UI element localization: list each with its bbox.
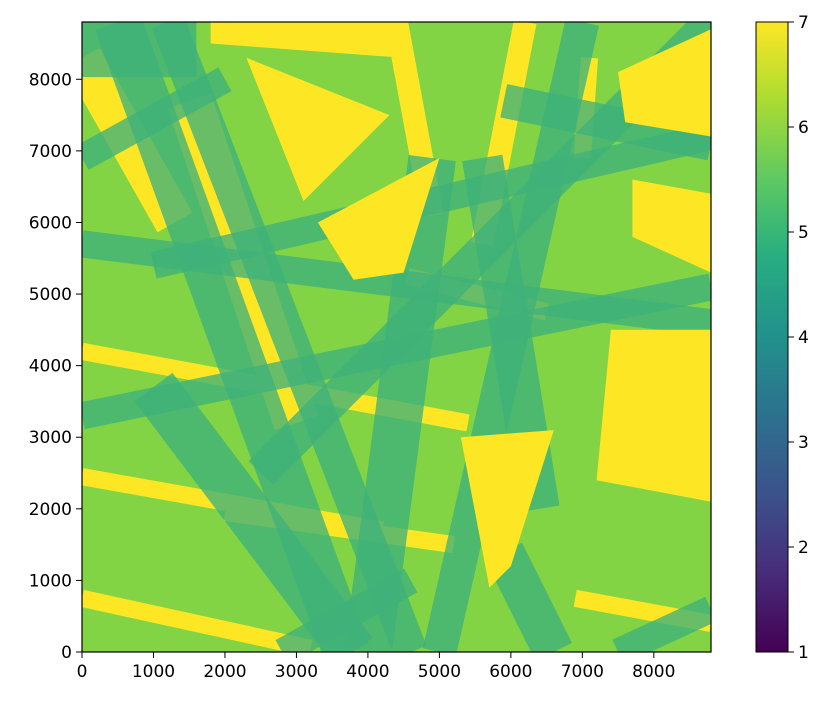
colorbar-tick-label: 7 xyxy=(798,13,809,33)
plot-area xyxy=(82,22,711,652)
x-tick-label: 3000 xyxy=(275,662,318,682)
heatmap-block xyxy=(596,329,711,502)
heatmap-block xyxy=(618,29,711,137)
x-tick-label: 0 xyxy=(77,662,88,682)
heatmap-band xyxy=(275,568,418,652)
colorbar-tick-label: 6 xyxy=(798,118,809,138)
y-tick-label: 8000 xyxy=(29,70,72,90)
heatmap-band xyxy=(82,67,232,170)
y-axis: 0 1000 2000 3000 4000 5000 6000 7000 8000 xyxy=(29,70,82,663)
heatmap-band xyxy=(134,372,373,652)
colorbar-tick-label: 4 xyxy=(798,328,809,348)
heatmap-block xyxy=(460,430,554,588)
y-tick-label: 6000 xyxy=(29,213,72,233)
heatmap-regions xyxy=(82,22,711,652)
x-tick-label: 5000 xyxy=(418,662,461,682)
y-tick-label: 1000 xyxy=(29,571,72,591)
y-tick-label: 7000 xyxy=(29,142,72,162)
colorbar-tick-label: 2 xyxy=(798,538,809,558)
plot-frame xyxy=(81,21,712,653)
heatmap-band xyxy=(82,589,313,652)
y-tick-label: 0 xyxy=(61,643,72,663)
y-tick-label: 3000 xyxy=(29,428,72,448)
x-tick-label: 7000 xyxy=(561,662,604,682)
colorbar: 1 2 3 4 5 6 7 xyxy=(755,13,809,663)
x-tick-label: 6000 xyxy=(489,662,532,682)
x-tick-label: 8000 xyxy=(632,662,675,682)
colorbar-gradient xyxy=(755,21,789,653)
x-tick-label: 2000 xyxy=(203,662,246,682)
heatmap-block xyxy=(632,179,711,273)
y-tick-label: 5000 xyxy=(29,285,72,305)
heatmap-band xyxy=(500,84,711,161)
y-tick-label: 2000 xyxy=(29,500,72,520)
colorbar-tick-label: 5 xyxy=(798,223,809,243)
y-tick-label: 4000 xyxy=(29,357,72,377)
x-tick-label: 1000 xyxy=(132,662,175,682)
colorbar-tick-label: 3 xyxy=(798,433,809,453)
colorbar-tick-label: 1 xyxy=(798,643,809,663)
x-tick-label: 4000 xyxy=(346,662,389,682)
heatmap-band xyxy=(485,542,572,652)
x-axis: 0 1000 2000 3000 4000 5000 6000 7000 8000 xyxy=(77,652,675,682)
heatmap-block xyxy=(317,158,440,280)
heatmap-band xyxy=(612,596,711,652)
heatmap-band xyxy=(344,154,456,652)
colorbar-ticks: 1 2 3 4 5 6 7 xyxy=(788,13,809,663)
heatmap-block xyxy=(210,22,404,58)
heatmap-block xyxy=(246,57,390,201)
